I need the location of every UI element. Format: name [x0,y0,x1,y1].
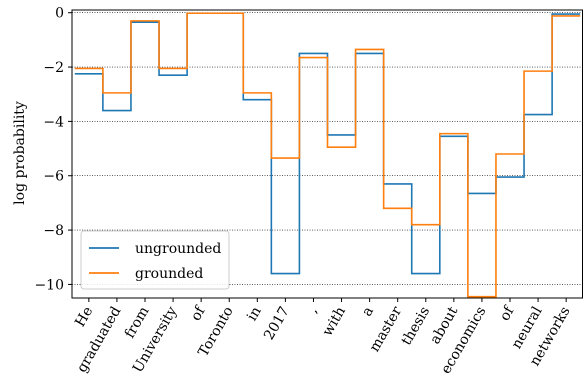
x-tick-label: of [188,302,210,323]
y-tick-label: −4 [43,114,64,130]
x-tick-label: with [320,304,349,339]
x-tick-label: 2017 [261,304,293,343]
x-tick-label: of [497,302,519,323]
legend: ungrounded grounded [80,230,230,290]
series-line-grounded [74,12,581,298]
x-tick-label: He [72,304,96,330]
y-tick-label: −10 [34,277,64,293]
series-layer [74,12,581,298]
x-tick-label: thesis [398,304,433,348]
legend-label-ungrounded: ungrounded [135,241,221,257]
legend-box [80,230,230,290]
y-tick-label: −6 [43,169,64,185]
x-tick-label: , [305,304,321,316]
x-tick-label: in [244,304,265,324]
x-tick-label: a [359,304,377,319]
legend-label-grounded: grounded [135,266,203,282]
y-axis-label: log probability [12,101,28,205]
y-tick-label: 0 [55,6,64,22]
y-ticks: 0 −2 −4 −6 −8 −10 [34,6,72,293]
y-tick-label: −2 [43,60,64,76]
y-tick-label: −8 [43,223,64,239]
